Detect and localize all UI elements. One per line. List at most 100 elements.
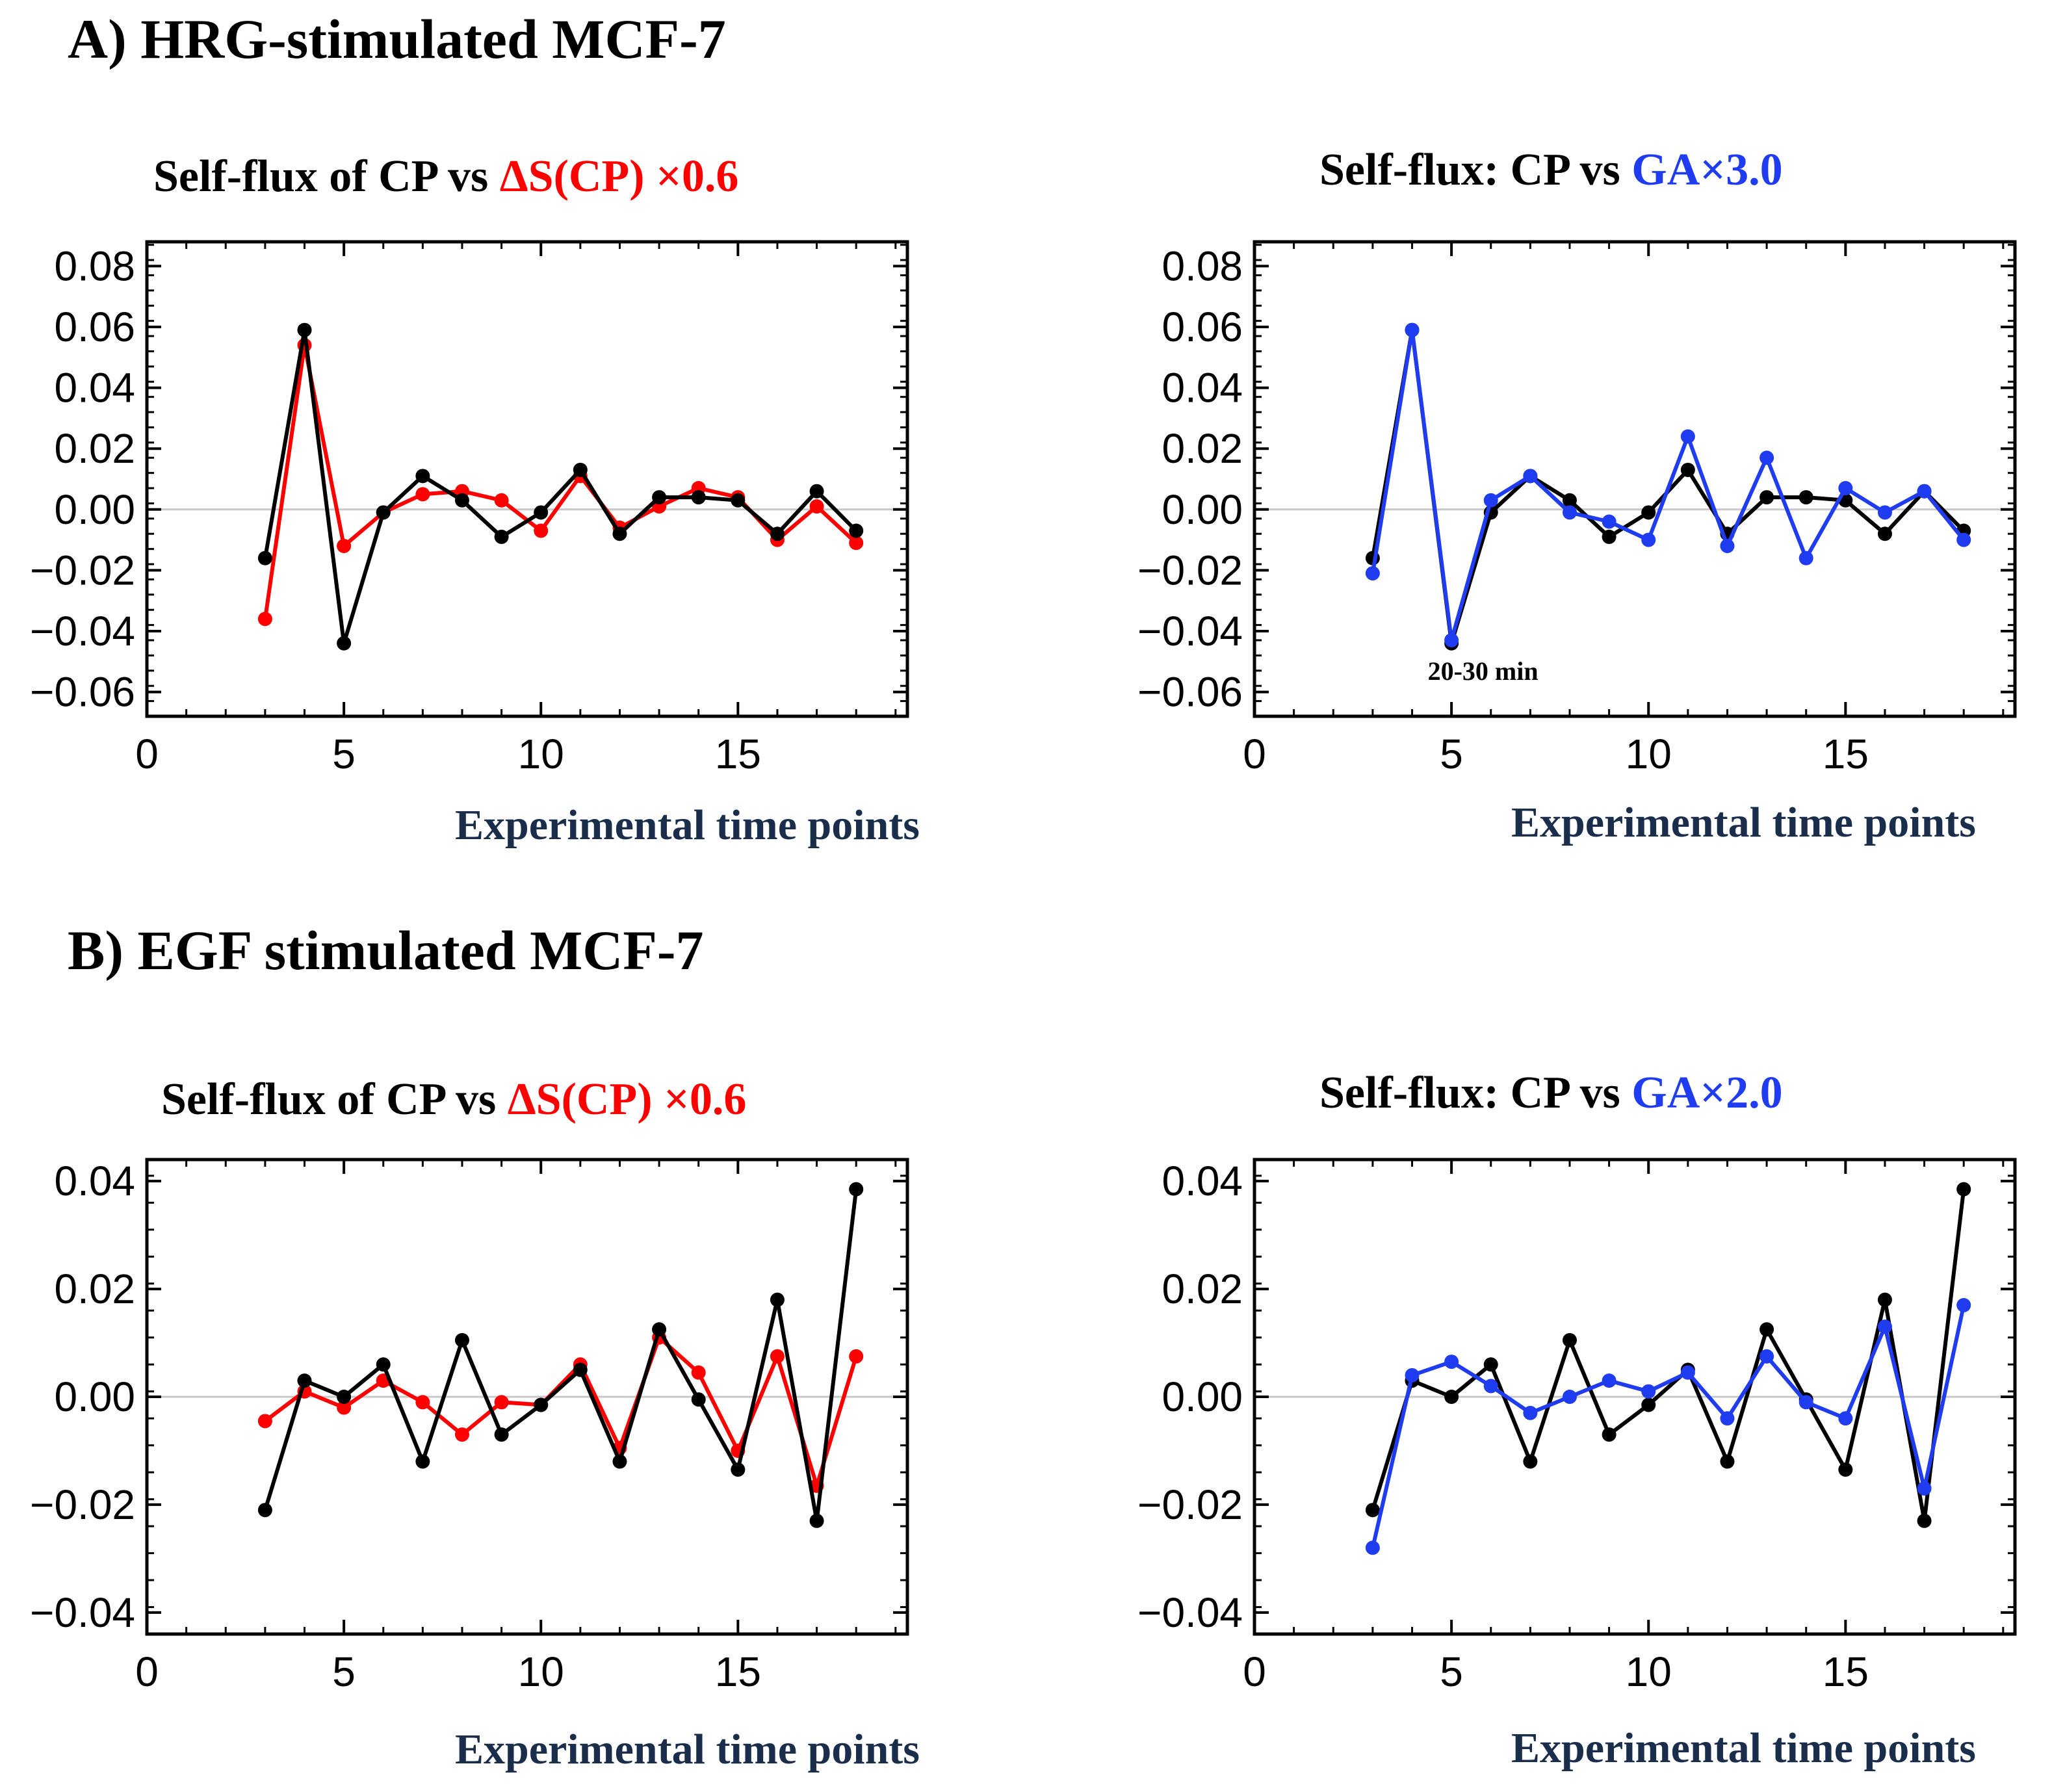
data-point bbox=[376, 1357, 391, 1372]
data-point bbox=[534, 1397, 549, 1412]
data-point bbox=[1483, 1379, 1498, 1394]
data-point bbox=[337, 636, 352, 651]
data-point bbox=[849, 536, 864, 551]
y-tick-label: −0.02 bbox=[30, 1481, 135, 1528]
series-line-0 bbox=[1371, 1189, 1966, 1523]
data-point bbox=[1602, 514, 1617, 529]
data-point bbox=[849, 1182, 864, 1197]
data-point bbox=[1956, 1297, 1971, 1312]
y-tick-label: −0.04 bbox=[1137, 608, 1243, 655]
data-point bbox=[1602, 529, 1617, 544]
data-point bbox=[1917, 1481, 1932, 1496]
x-tick-label: 10 bbox=[518, 731, 564, 777]
data-point bbox=[1680, 462, 1695, 477]
series-line-1 bbox=[1370, 1305, 1966, 1548]
data-point bbox=[770, 526, 785, 541]
title-accent: ΔS(CP) ×0.6 bbox=[507, 1074, 747, 1124]
xlabel-b-left: Experimental time points bbox=[455, 1726, 920, 1773]
y-tick-label: 0.04 bbox=[54, 1158, 135, 1204]
data-point bbox=[257, 551, 272, 565]
y-tick-label: −0.02 bbox=[30, 547, 135, 593]
data-point bbox=[1956, 1182, 1971, 1197]
x-tick-label: 15 bbox=[715, 731, 761, 777]
data-point bbox=[1760, 490, 1774, 505]
data-point bbox=[257, 612, 272, 627]
plot-frame bbox=[1253, 240, 2017, 718]
xlabel-a-right: Experimental time points bbox=[1511, 799, 1976, 846]
data-point bbox=[494, 1395, 509, 1410]
data-point bbox=[297, 322, 312, 337]
x-tick-label: 5 bbox=[1440, 1648, 1463, 1695]
data-point bbox=[1877, 526, 1892, 541]
data-point bbox=[415, 469, 430, 484]
data-point bbox=[257, 1414, 272, 1429]
data-point bbox=[652, 1322, 667, 1337]
data-point bbox=[1799, 490, 1813, 505]
series-line-1 bbox=[263, 328, 858, 645]
data-point bbox=[1760, 1322, 1774, 1337]
data-point bbox=[1877, 505, 1892, 520]
y-tick-label: −0.04 bbox=[30, 608, 135, 655]
title-main: Self-flux of CP vs bbox=[153, 151, 500, 201]
y-tick-label: −0.06 bbox=[30, 669, 135, 716]
data-point bbox=[1720, 1454, 1735, 1469]
data-point bbox=[1602, 1373, 1617, 1388]
data-point bbox=[1523, 469, 1538, 484]
data-point bbox=[257, 1503, 272, 1518]
section-heading-a: A) HRG-stimulated MCF-7 bbox=[68, 8, 726, 70]
data-point bbox=[1680, 429, 1695, 444]
data-point bbox=[652, 490, 667, 505]
data-point bbox=[1877, 1319, 1892, 1334]
x-tick-label: 5 bbox=[332, 731, 356, 777]
data-point bbox=[534, 523, 549, 538]
y-tick-label: −0.02 bbox=[1137, 1481, 1243, 1528]
data-point bbox=[1365, 1503, 1380, 1518]
x-tick-label: 0 bbox=[1243, 1648, 1266, 1695]
y-tick-label: −0.06 bbox=[1137, 669, 1243, 716]
data-point bbox=[337, 1390, 352, 1404]
xlabel-b-right: Experimental time points bbox=[1511, 1724, 1976, 1772]
data-point bbox=[612, 1454, 627, 1469]
data-point bbox=[494, 1427, 509, 1442]
data-point bbox=[337, 1400, 352, 1415]
data-point bbox=[1562, 493, 1577, 508]
y-tick-label: 0.00 bbox=[54, 1373, 135, 1420]
data-point bbox=[691, 1392, 706, 1407]
y-tick-label: 0.00 bbox=[1162, 1373, 1243, 1420]
data-point bbox=[1365, 1540, 1380, 1555]
title-accent: ΔS(CP) ×0.6 bbox=[499, 151, 739, 201]
plot-frame bbox=[145, 240, 909, 718]
data-point bbox=[612, 526, 627, 541]
data-point bbox=[415, 487, 430, 502]
title-main: Self-flux of CP vs bbox=[161, 1074, 508, 1124]
panel-title-b-left: Self-flux of CP vs ΔS(CP) ×0.6 bbox=[161, 1074, 746, 1126]
data-point bbox=[454, 1427, 469, 1442]
data-point bbox=[1799, 551, 1813, 565]
y-tick-label: 0.02 bbox=[1162, 1266, 1243, 1312]
data-point bbox=[1760, 1349, 1774, 1364]
series-line-1 bbox=[263, 1189, 859, 1523]
data-point bbox=[1956, 532, 1971, 547]
data-point bbox=[809, 1513, 824, 1528]
data-point bbox=[1641, 505, 1656, 520]
y-tick-label: 0.02 bbox=[1162, 425, 1243, 472]
data-point bbox=[1602, 1427, 1617, 1442]
y-tick-label: 0.00 bbox=[54, 486, 135, 533]
data-point bbox=[454, 1332, 469, 1347]
data-point bbox=[1799, 1395, 1813, 1410]
panel-title-a-left: Self-flux of CP vs ΔS(CP) ×0.6 bbox=[153, 151, 738, 203]
data-point bbox=[1641, 1397, 1656, 1412]
x-tick-label: 15 bbox=[1823, 731, 1869, 777]
data-point bbox=[454, 493, 469, 508]
data-point bbox=[297, 1373, 312, 1388]
data-point bbox=[1405, 322, 1420, 337]
data-point bbox=[1562, 1332, 1577, 1347]
y-tick-label: 0.06 bbox=[1162, 304, 1243, 350]
data-point bbox=[1641, 1384, 1656, 1399]
data-point bbox=[691, 490, 706, 505]
title-accent: GA×3.0 bbox=[1631, 145, 1783, 195]
data-point bbox=[415, 1395, 430, 1410]
x-tick-label: 10 bbox=[518, 1648, 564, 1695]
data-point bbox=[770, 1349, 785, 1364]
data-point bbox=[1838, 1411, 1853, 1426]
